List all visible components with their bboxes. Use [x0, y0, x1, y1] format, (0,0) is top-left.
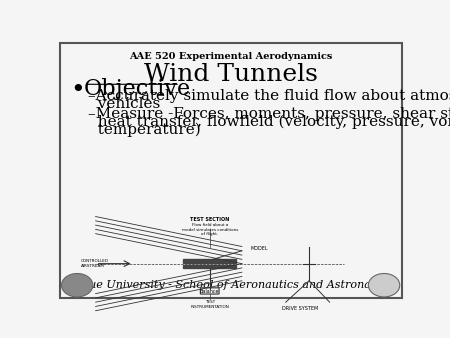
Text: vehicles: vehicles	[88, 97, 160, 111]
Text: temperature): temperature)	[88, 123, 200, 137]
Text: Objective: Objective	[84, 78, 191, 100]
Text: DRIVE SYSTEM: DRIVE SYSTEM	[282, 307, 319, 311]
Text: –Accurately simulate the fluid flow about atmospheric: –Accurately simulate the fluid flow abou…	[88, 90, 450, 103]
Circle shape	[369, 273, 400, 297]
Text: heat transfer, flowfield (velocity, pressure, vorticity,: heat transfer, flowfield (velocity, pres…	[88, 115, 450, 129]
Text: Balance: Balance	[200, 289, 220, 293]
Text: MODEL: MODEL	[251, 246, 268, 251]
FancyBboxPatch shape	[200, 288, 219, 294]
Bar	[184, 265, 236, 268]
FancyBboxPatch shape	[60, 43, 401, 298]
Text: •: •	[70, 78, 85, 102]
Text: TEST
INSTRUMENTATION: TEST INSTRUMENTATION	[190, 300, 229, 309]
Circle shape	[62, 273, 93, 297]
Text: Purdue University - School of Aeronautics and Astronautics: Purdue University - School of Aeronautic…	[63, 281, 399, 290]
Text: TEST SECTION: TEST SECTION	[190, 217, 230, 221]
Text: AAE 520 Experimental Aerodynamics: AAE 520 Experimental Aerodynamics	[129, 52, 332, 61]
Text: Wind Tunnels: Wind Tunnels	[144, 63, 318, 86]
Text: Flow field about a
model simulates conditions
of flight.: Flow field about a model simulates condi…	[181, 223, 238, 236]
Text: CONTROLLED
AIRSTREAM: CONTROLLED AIRSTREAM	[81, 259, 109, 268]
Bar	[184, 259, 236, 263]
Text: –Measure -Forces, moments, pressure, shear stress,: –Measure -Forces, moments, pressure, she…	[88, 107, 450, 121]
